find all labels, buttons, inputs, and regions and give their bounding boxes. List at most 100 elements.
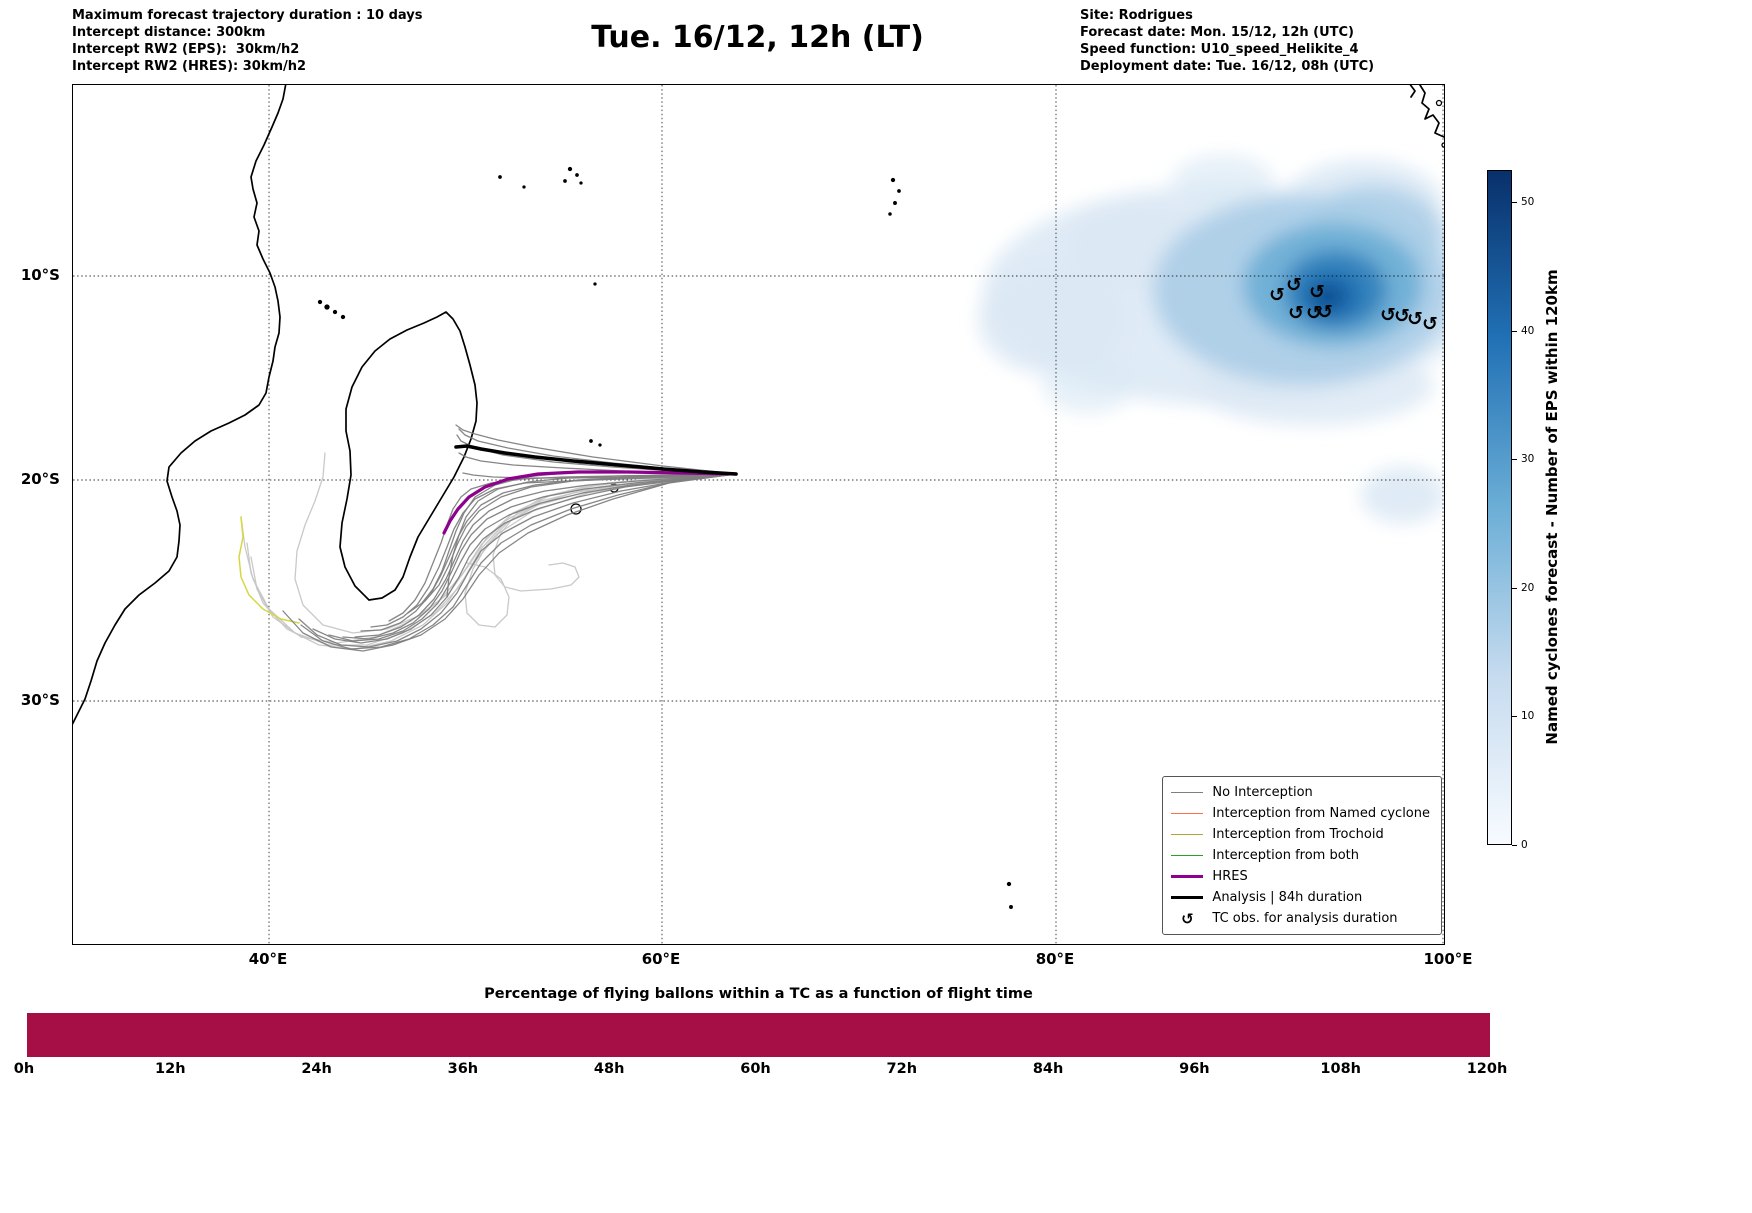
tc-observation-icon: ↺	[1422, 313, 1438, 335]
trajectory-no-interception	[370, 473, 737, 628]
x-tick-label: 100°E	[1423, 950, 1473, 968]
trajectory-no-interception	[298, 473, 737, 648]
legend-line-sample	[1171, 896, 1204, 899]
colorbar-tick-label: 20	[1521, 581, 1535, 594]
bar-segment	[958, 1013, 1091, 1057]
info-line: Site: Rodrigues	[1080, 8, 1193, 23]
island	[332, 309, 338, 315]
x-tick-label: 80°E	[1035, 950, 1075, 968]
bottom-tick-label: 0h	[13, 1061, 35, 1077]
trajectory-no-interception-light	[492, 473, 737, 592]
info-line: Intercept RW2 (EPS): 30km/h2	[72, 42, 300, 57]
legend-row: ↺ TC obs. for analysis duration	[1171, 908, 1430, 929]
trajectory-no-interception	[342, 473, 737, 640]
bar-segment	[825, 1013, 958, 1057]
legend-line-sample	[1171, 792, 1204, 793]
tc-observation-icon: ↺	[1269, 284, 1285, 306]
trajectory-no-interception	[456, 434, 737, 475]
trajectory-analysis	[454, 444, 738, 476]
island	[522, 185, 526, 189]
heatmap-blob	[1361, 467, 1444, 523]
trajectory-no-interception	[360, 473, 737, 632]
tc-observation-icon: ↺	[1394, 305, 1410, 327]
trajectory-hres	[442, 470, 738, 535]
legend-label: Interception from Named cyclone	[1212, 806, 1430, 821]
y-tick-label: 30°S	[20, 691, 60, 709]
bar-segment	[1091, 1013, 1224, 1057]
island	[589, 439, 593, 443]
legend-label: TC obs. for analysis duration	[1212, 911, 1398, 926]
island	[890, 177, 896, 183]
coastline	[1409, 85, 1416, 98]
heatmap-blob	[1173, 155, 1273, 205]
bar-segment	[559, 1013, 692, 1057]
legend-row: HRES	[1171, 866, 1430, 887]
legend-row: Interception from Trochoid	[1171, 824, 1430, 845]
tc-observation-icon: ↺	[1288, 302, 1304, 324]
legend-row: Analysis | 84h duration	[1171, 887, 1430, 908]
legend-row: Interception from Named cyclone	[1171, 803, 1430, 824]
heatmap-blob	[978, 265, 1128, 375]
bottom-tick-label: 72h	[886, 1061, 918, 1077]
colorbar-tick-mark	[1512, 587, 1517, 589]
info-line: Intercept RW2 (HRES): 30km/h2	[72, 59, 307, 74]
colorbar-tick-mark	[1512, 202, 1517, 204]
bar-segment	[426, 1013, 559, 1057]
trajectory-no-interception	[300, 473, 737, 650]
bottom-tick-label: 60h	[740, 1061, 771, 1077]
bottom-bar-chart	[27, 1013, 1490, 1057]
island	[897, 189, 901, 193]
tc-observation-icon: ↺	[1181, 909, 1194, 928]
tc-observation-icon: ↺	[1286, 274, 1302, 296]
tc-observation-icon: ↺	[1380, 304, 1396, 326]
colorbar-tick-label: 30	[1521, 453, 1535, 466]
island	[1009, 905, 1013, 909]
heatmap-blob	[1043, 357, 1133, 413]
tc-observation-icon: ↺	[1309, 281, 1325, 303]
legend-line-sample	[1171, 875, 1204, 878]
colorbar-tick-label: 40	[1521, 324, 1535, 337]
bottom-tick-label: 48h	[593, 1061, 625, 1077]
island	[324, 304, 330, 310]
legend-row: No Interception	[1171, 782, 1430, 803]
tc-observation-icon: ↺	[1306, 302, 1322, 324]
colorbar-tick-label: 50	[1521, 196, 1535, 209]
heatmap-blob	[1312, 284, 1344, 310]
legend-label: HRES	[1212, 869, 1248, 884]
x-tick-label: 60°E	[641, 950, 681, 968]
trajectory-no-interception	[312, 473, 737, 644]
island	[567, 166, 573, 172]
legend-line-sample	[1171, 813, 1204, 814]
legend-line-sample	[1171, 875, 1204, 878]
bottom-tick-label: 120h	[1466, 1061, 1508, 1077]
y-tick-label: 20°S	[20, 470, 60, 488]
tc-observation-icon: ↺	[1407, 308, 1423, 330]
island	[888, 212, 892, 216]
trajectory-trochoid-interception	[238, 516, 300, 624]
bottom-tick-label: 24h	[301, 1061, 332, 1077]
colorbar-tick-mark	[1512, 330, 1517, 332]
island	[563, 179, 567, 183]
info-block-right: Site: Rodrigues Forecast date: Mon. 15/12…	[1080, 7, 1374, 75]
legend-line-sample	[1171, 855, 1204, 856]
island	[1435, 99, 1443, 107]
island	[1006, 881, 1012, 887]
coastline	[339, 311, 478, 601]
y-tick-label: 10°S	[20, 266, 60, 284]
island	[579, 181, 583, 185]
legend-label: No Interception	[1212, 785, 1313, 800]
tc-observation-icon: ↺	[1317, 301, 1333, 323]
coastline	[1419, 85, 1444, 138]
trajectory-no-interception	[282, 473, 737, 652]
heatmap-layer	[978, 155, 1444, 523]
bottom-tick-label: 108h	[1320, 1061, 1361, 1077]
colorbar-tick-mark	[1512, 845, 1517, 846]
island	[598, 443, 602, 447]
bottom-chart-title: Percentage of flying ballons within a TC…	[484, 986, 1033, 1002]
island	[340, 314, 346, 320]
trajectory-no-interception	[446, 473, 737, 598]
colorbar-tick-mark	[1512, 716, 1517, 718]
info-block-left: Maximum forecast trajectory duration : 1…	[72, 7, 423, 75]
info-line: Speed function: U10_speed_Helikite_4	[1080, 42, 1359, 57]
